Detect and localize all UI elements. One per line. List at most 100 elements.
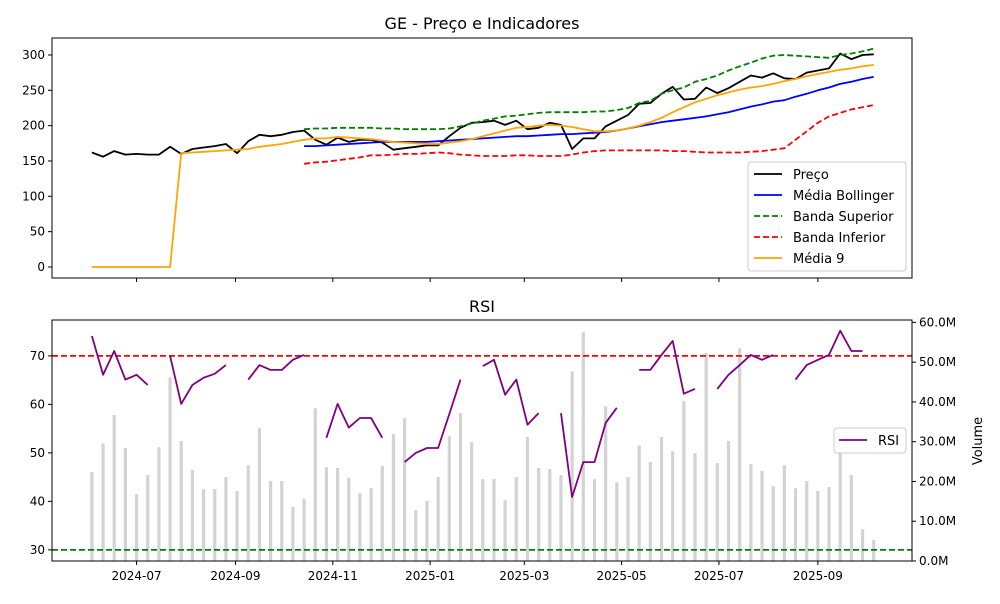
volume-bar (447, 436, 451, 561)
volume-bar (525, 436, 530, 561)
rsi-chart-title: RSI (469, 297, 495, 316)
rsi-legend: RSI (833, 427, 907, 454)
x-tick-label: 2024-09 (210, 569, 260, 583)
volume-bar (134, 494, 139, 561)
rsi-chart: 30 40 50 60 70 0.0M 10.0M 20.0M 30.0M 40.0M 50.0M 6… (30, 315, 956, 583)
volume-bar (168, 377, 172, 561)
y-tick-label: 150 (22, 154, 45, 168)
y-tick-label: 70 (30, 349, 45, 363)
y-tick-label: 50 (30, 225, 45, 239)
legend-label: Média Bollinger (793, 189, 894, 204)
volume-bar (604, 406, 608, 561)
volume-bar (860, 529, 865, 561)
x-tick-label: 2024-11 (308, 569, 358, 583)
plot-frame (51, 37, 913, 279)
volume-bar (760, 471, 764, 561)
volume-bar (704, 353, 708, 561)
y2-tick-label: 10.0M (919, 514, 956, 528)
volume-bar (224, 477, 228, 561)
top-chart-title: GE - Preço e Indicadores (385, 14, 580, 33)
volume-bar (458, 413, 463, 561)
y2-tick-label: 60.0M (919, 315, 956, 329)
volume-bar (827, 487, 831, 561)
volume-bar (313, 408, 317, 561)
x-tick-label: 2025-05 (597, 569, 647, 583)
y2-tick-label: 40.0M (919, 395, 956, 409)
volume-bar (369, 488, 373, 561)
volume-bar (481, 479, 485, 561)
volume-bar (793, 488, 798, 561)
legend-label: Banda Inferior (793, 231, 886, 246)
volume-bar (246, 465, 250, 561)
legend: Preço Média Bollinger Banda Superior Banda … (747, 161, 907, 272)
volume-bar (726, 440, 731, 561)
x-tick-label: 2025-01 (405, 569, 455, 583)
legend-box (833, 427, 907, 454)
volume-bar (280, 481, 284, 561)
volume-bar (157, 447, 161, 561)
volume-bar (849, 475, 853, 561)
volume-bar (782, 465, 786, 561)
volume-bar (201, 489, 206, 561)
series-line-pre-o (91, 52, 874, 158)
volume-bar (179, 440, 183, 561)
legend-label: Banda Superior (793, 210, 894, 225)
volume-bar (470, 442, 474, 561)
legend-label: RSI (878, 434, 899, 449)
x-tick-label: 2025-07 (694, 569, 744, 583)
volume-bar (414, 510, 418, 561)
volume-bar (771, 486, 775, 561)
volume-bar (235, 491, 239, 561)
volume-bar (302, 498, 306, 561)
series-line-banda-inferior (303, 104, 874, 165)
y-tick-label: 250 (22, 83, 45, 97)
y-tick-label: 200 (22, 119, 45, 133)
volume-bar (514, 477, 518, 561)
volume-bar (537, 467, 541, 561)
series-line-m-dia-bollinger (304, 76, 874, 147)
volume-bar (693, 453, 697, 561)
y2-tick-label: 50.0M (919, 355, 956, 369)
legend-label: Preço (793, 168, 829, 183)
y-tick-label: 40 (30, 494, 45, 508)
legend-box (747, 161, 907, 272)
series-line-banda-superior (304, 47, 874, 131)
volume-bar (90, 471, 94, 561)
x-tick-label: 2025-03 (499, 569, 549, 583)
volume-bar (380, 465, 384, 561)
y-tick-label: 50 (30, 446, 45, 460)
legend-label: Média 9 (793, 252, 844, 267)
volume-bar (559, 475, 563, 561)
volume-bar (391, 434, 396, 561)
volume-bar (749, 463, 753, 561)
volume-bar (403, 418, 407, 561)
volume-bar (738, 348, 742, 561)
series-line-m-dia-9 (91, 64, 874, 268)
y-tick-label: 30 (30, 543, 45, 557)
volume-bar (347, 477, 351, 561)
volume-bar (637, 445, 641, 561)
volume-axis-label: Volume (971, 417, 986, 465)
volume-bar (436, 477, 440, 561)
y2-tick-label: 20.0M (919, 474, 956, 488)
y-tick-label: 300 (22, 48, 45, 62)
volume-bar (592, 479, 597, 561)
volume-bar (715, 463, 719, 561)
volume-bar (268, 481, 273, 561)
volume-bar (615, 482, 619, 561)
y-tick-label: 0 (37, 260, 45, 274)
plot-frame (51, 319, 913, 562)
volume-bar (659, 436, 664, 561)
x-tick-label: 2024-07 (111, 569, 161, 583)
volume-bar (101, 443, 105, 561)
volume-bar (503, 500, 507, 561)
y2-tick-label: 30.0M (919, 435, 956, 449)
rsi-line (91, 329, 863, 498)
volume-bar (648, 461, 652, 561)
volume-bar (838, 453, 842, 561)
volume-bar (492, 479, 496, 561)
volume-bar (581, 332, 585, 561)
y-tick-label: 60 (30, 397, 45, 411)
volume-bar (324, 467, 329, 561)
volume-bar (257, 428, 262, 561)
